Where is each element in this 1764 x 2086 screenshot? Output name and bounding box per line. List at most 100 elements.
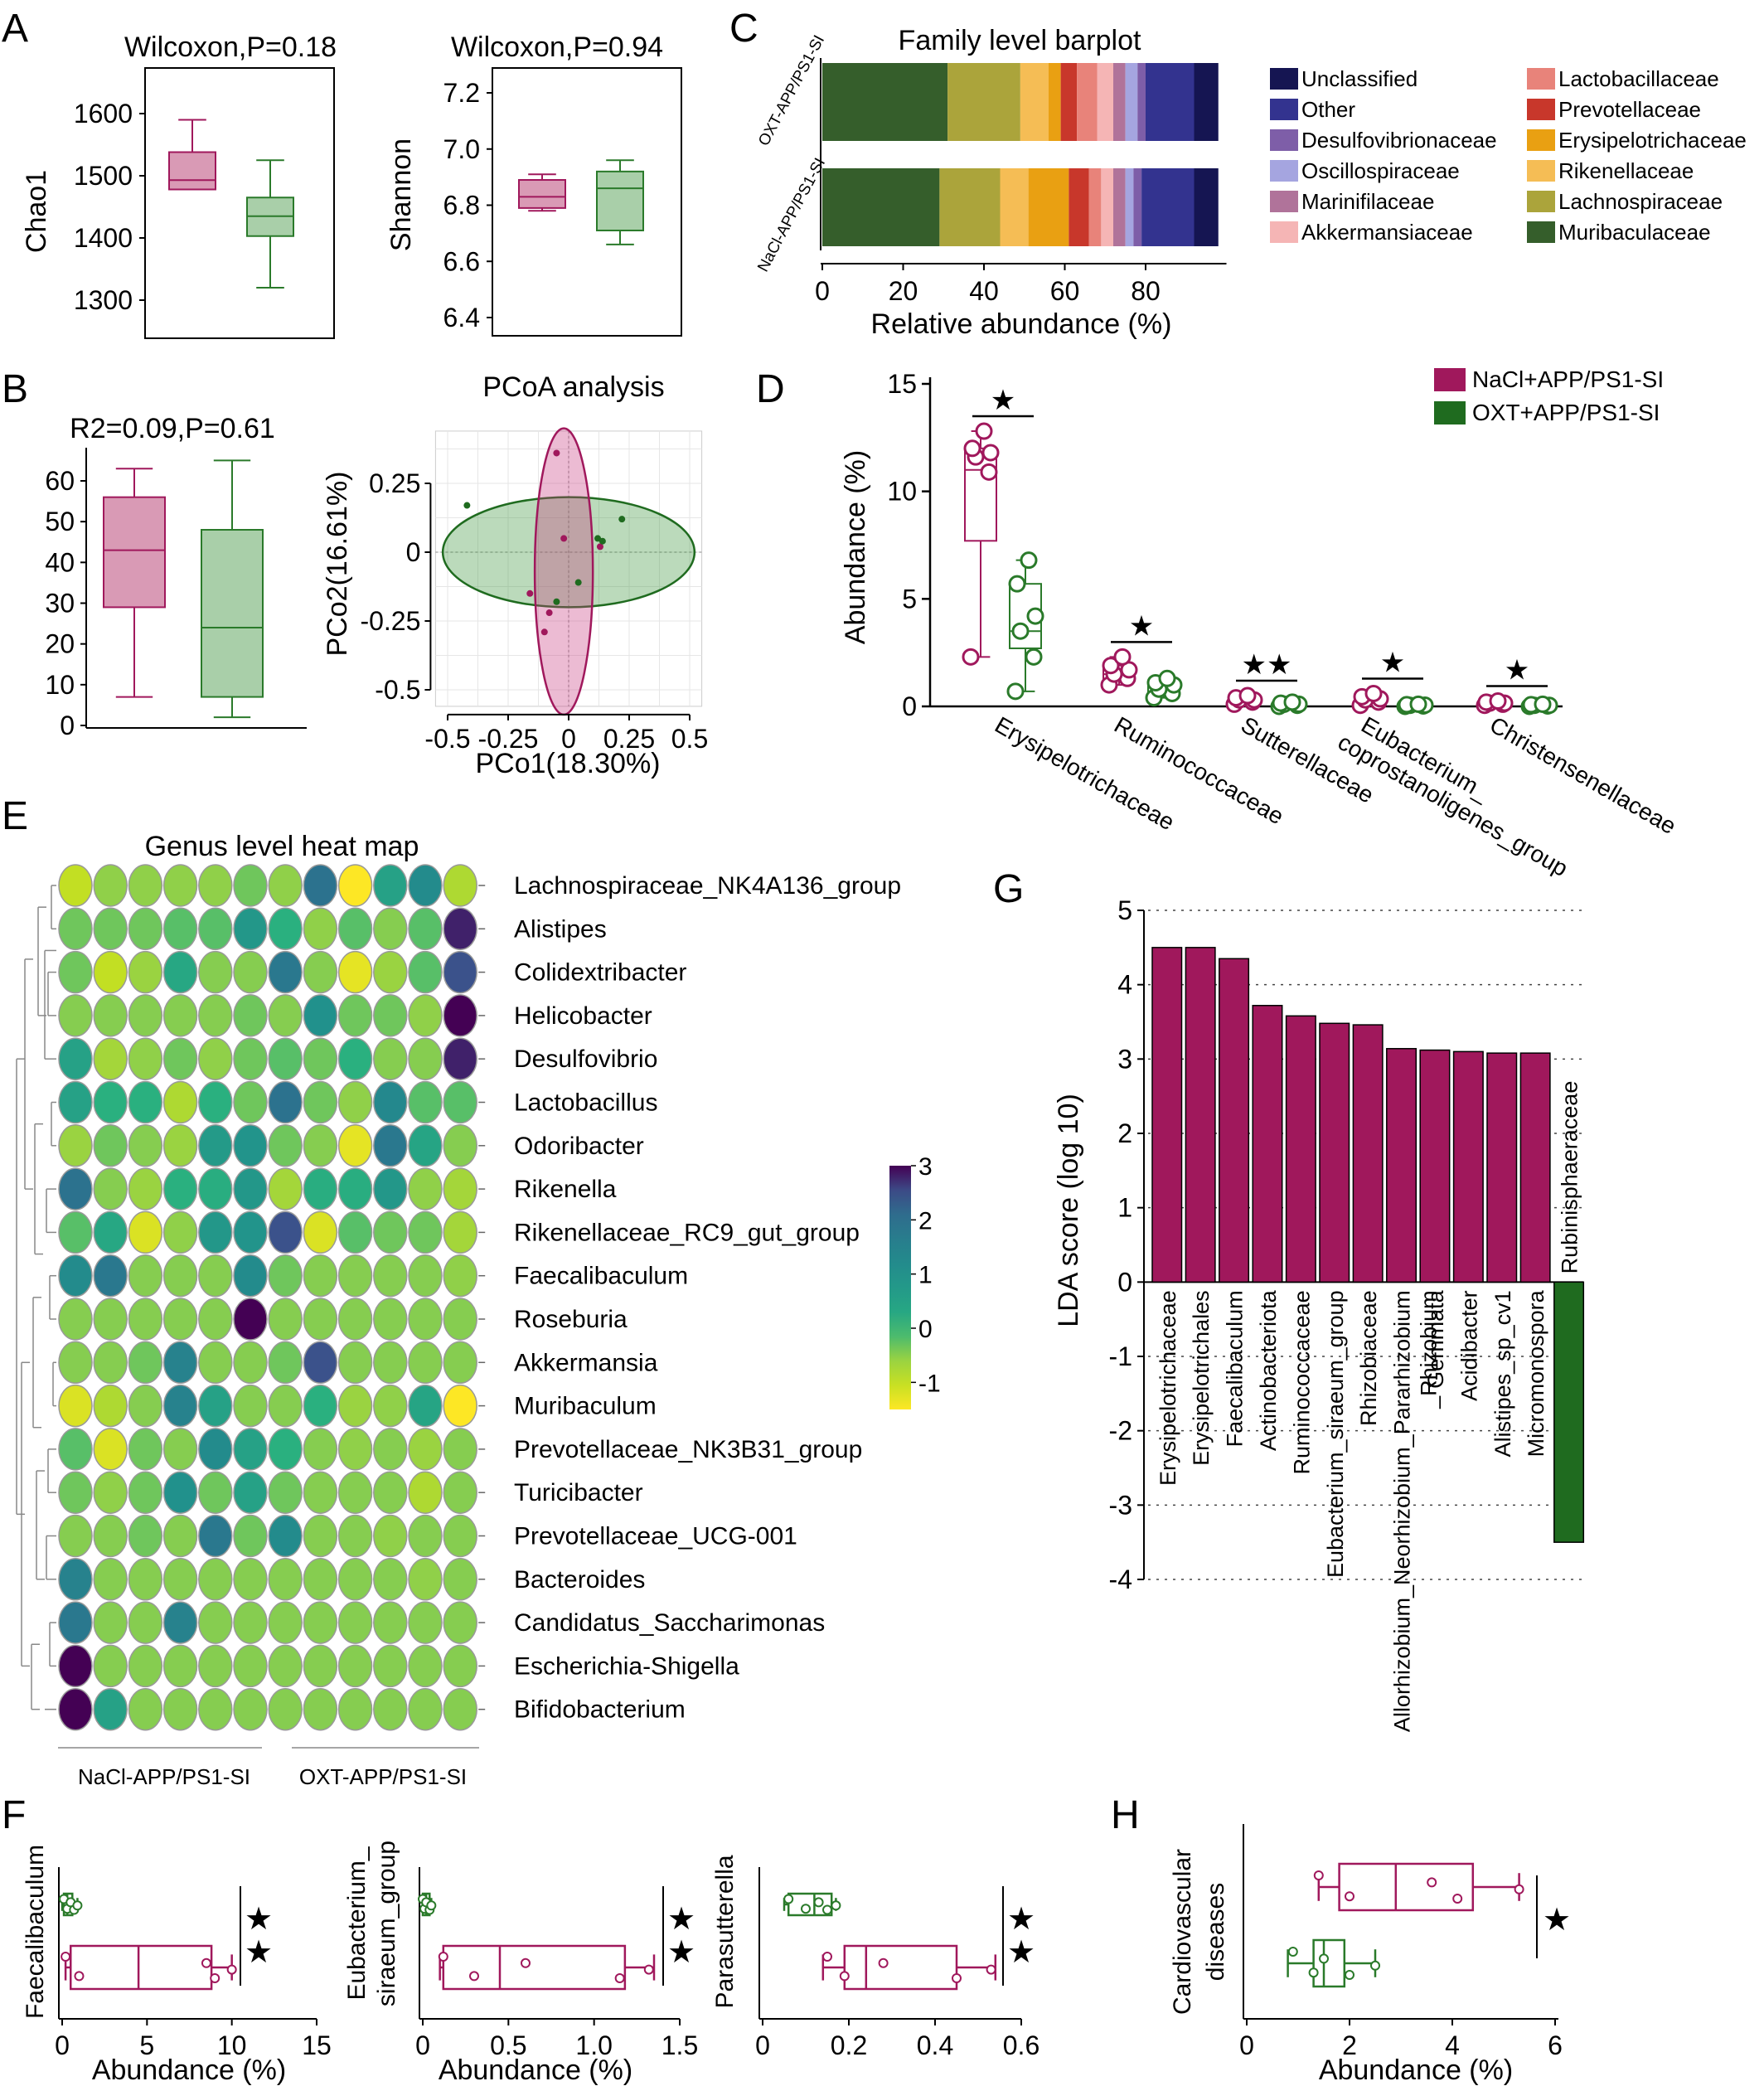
- heatmap-cell: [128, 1341, 163, 1385]
- heatmap-cell: [337, 1080, 373, 1124]
- heatmap-cell: [162, 1384, 198, 1428]
- heatmap-cell: [268, 1601, 303, 1644]
- d-ytick-label: 5: [902, 584, 917, 614]
- heatmap-cell: [268, 1167, 303, 1210]
- heatmap-cell: [58, 950, 93, 994]
- familybar-legend-swatch: [1527, 221, 1555, 243]
- lda-chart: 5 4 3 2 1 0 -1 -2 -3 -4 Erysipelotrichaceae Erysipe…: [1109, 895, 1585, 1732]
- h-nacl-point: [1452, 1894, 1463, 1904]
- heatmap-cell: [337, 1514, 373, 1558]
- heatmap-cell: [268, 994, 303, 1037]
- heatmap-row-label: Roseburia: [514, 1306, 628, 1333]
- d-sig-marker: ★: [1505, 655, 1529, 686]
- pcoa-point-oxt: [618, 516, 626, 523]
- heatmap-cell: [198, 1080, 233, 1124]
- d-legend-oxt: OXT+APP/PS1-SI: [1472, 400, 1660, 425]
- h-ylabel-2: diseases: [1202, 1883, 1229, 1981]
- h-xtick-label: 2: [1342, 2030, 1357, 2060]
- heatmap-cell: [373, 1687, 408, 1731]
- lda-bar: [1519, 1052, 1551, 1283]
- familybar-legend-label: Akkermansiaceae: [1301, 220, 1473, 245]
- lda-category-label-line: Acidibacter: [1456, 1290, 1481, 1401]
- heatmap-cell: [93, 950, 128, 994]
- heatmap-cell: [373, 1428, 408, 1471]
- heatmap-cell: [408, 1428, 443, 1471]
- panel-a: A Wilcoxon,P=0.18 Chao1 1300 1400 1500 1600…: [2, 7, 682, 339]
- f-sig-marker: ★: [245, 1902, 273, 1937]
- familybar-segment: [1137, 63, 1146, 141]
- d-point-nacl: [1113, 648, 1132, 666]
- f2-nacl-point: [839, 1971, 850, 1982]
- pcoa-ytick-label: -0.5: [375, 675, 420, 705]
- heatmap-cell: [58, 1471, 93, 1514]
- colorscale-bar: [889, 1166, 911, 1409]
- pcoa-point-nacl: [545, 609, 553, 617]
- heatmap-row-label: Turicibacter: [514, 1479, 643, 1506]
- heatmap-cell: [303, 1514, 338, 1558]
- pcoa-plot: 0.25 0 -0.25 -0.5-0.5 -0.25 0 0.25 0.5: [360, 427, 708, 754]
- f1-nacl-point: [438, 1952, 448, 1962]
- f-xtick-label: 0.5: [490, 2030, 526, 2060]
- f2-nacl-point: [952, 1973, 962, 1983]
- heatmap-cell: [233, 907, 268, 951]
- d-chart: 051015★Erysipelotrichaceae★Ruminococcace…: [887, 369, 1680, 881]
- lda-category-label-line: Erysipelotrichales: [1189, 1290, 1214, 1466]
- beta-yaxis: 0 10 20 30 40 50 60: [45, 466, 86, 740]
- panel-letter-e: E: [2, 794, 28, 838]
- familybar-legend-swatch: [1270, 129, 1298, 151]
- heatmap-row-label: Prevotellaceae_NK3B31_group: [514, 1436, 862, 1463]
- heatmap-colorscale: 3 2 1 0 -1: [889, 1153, 941, 1409]
- heatmap-cell: [268, 1037, 303, 1080]
- heatmap-cell: [58, 994, 93, 1037]
- heatmap-cell: [443, 1210, 477, 1254]
- heatmap-cell: [443, 1037, 477, 1080]
- lda-ytick-label: -1: [1109, 1341, 1132, 1371]
- familybar-legend-label: Other: [1301, 97, 1355, 122]
- heatmap: Lachnospiraceae_NK4A136_group Alistipes Co…: [58, 864, 901, 1749]
- heatmap-cell: [162, 1471, 198, 1514]
- f-xtick-label: 10: [217, 2030, 247, 2060]
- d-point-oxt: [1026, 607, 1044, 625]
- heatmap-cell: [128, 1298, 163, 1341]
- d-ytick-label: 15: [887, 369, 917, 399]
- chao1-boxes: [168, 119, 294, 289]
- h-xlabel: Abundance (%): [1319, 2054, 1513, 2086]
- lda-ytick-label: 3: [1117, 1044, 1132, 1074]
- heatmap-cell: [303, 864, 338, 907]
- familybar-legend-swatch: [1270, 68, 1298, 90]
- heatmap-cell: [162, 1037, 198, 1080]
- d-point-oxt: [1011, 622, 1030, 640]
- familybar-segment: [1000, 168, 1029, 246]
- colorscale-tick-label: -1: [918, 1370, 941, 1397]
- familybar-legend-label: Lachnospiraceae: [1558, 189, 1723, 214]
- beta-tick-label: 30: [45, 589, 75, 619]
- heatmap-title: Genus level heat map: [145, 831, 419, 862]
- f1-nacl-point: [643, 1964, 654, 1975]
- d-point-oxt: [1283, 693, 1301, 711]
- heatmap-cell: [268, 1644, 303, 1688]
- lda-ytick-label: -2: [1109, 1416, 1132, 1446]
- heatmap-cell: [408, 1687, 443, 1731]
- heatmap-cell: [233, 1124, 268, 1167]
- shannon-oxt-box: [596, 170, 644, 231]
- heatmap-cell: [128, 1210, 163, 1254]
- heatmap-cell: [198, 1037, 233, 1080]
- beta-tick-label: 10: [45, 670, 75, 700]
- pcoa-ylabel: PCo2(16.61%): [322, 471, 353, 656]
- heatmap-cell: [268, 1687, 303, 1731]
- heatmap-cell: [233, 1514, 268, 1558]
- d-sig-marker: ★★: [1242, 649, 1292, 681]
- f-xtick-label: 0: [55, 2030, 70, 2060]
- lda-bar: [1185, 947, 1216, 1283]
- lda-category-label: Rhizobiaceae: [1356, 1290, 1381, 1426]
- heatmap-cell: [198, 994, 233, 1037]
- lda-category-label: Ruminococcaceae: [1289, 1290, 1314, 1474]
- familybar-segment: [1125, 63, 1138, 141]
- heatmap-cell: [337, 994, 373, 1037]
- chao1-nacl-box: [168, 151, 216, 191]
- d-category-label-line: Christensenellaceae: [1485, 711, 1680, 839]
- heatmap-cell: [58, 1687, 93, 1731]
- heatmap-cell: [128, 1471, 163, 1514]
- familybar-legend-label: Oscillospiraceae: [1301, 158, 1460, 183]
- heatmap-cell: [198, 1428, 233, 1471]
